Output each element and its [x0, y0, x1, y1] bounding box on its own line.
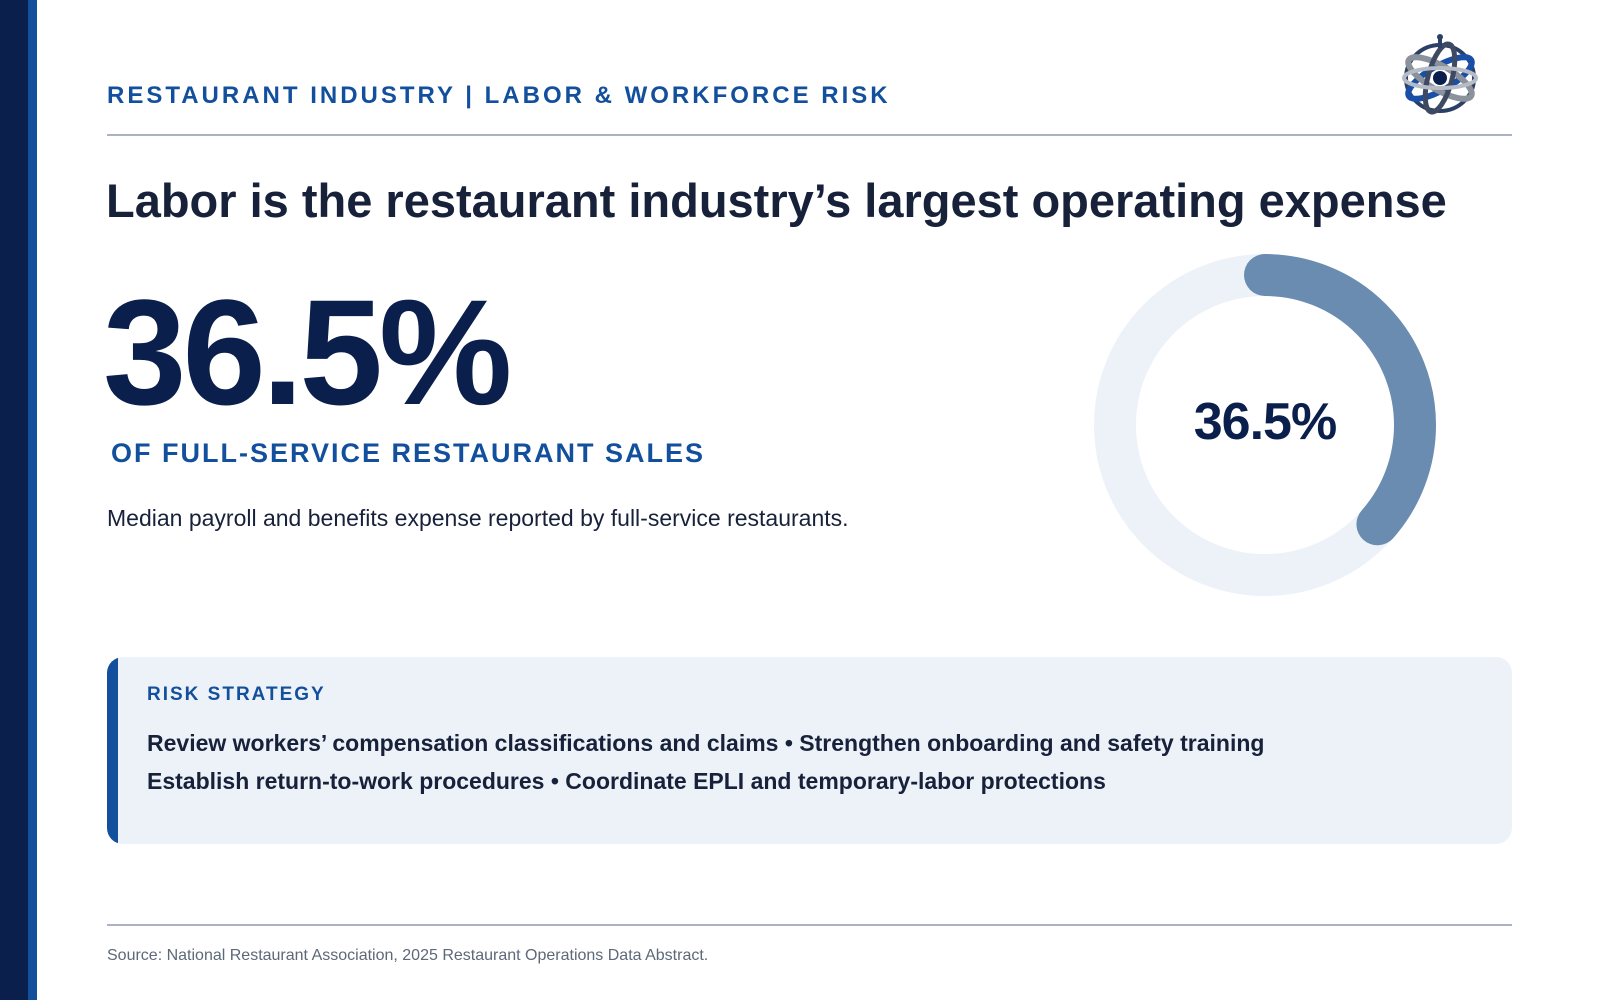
- page-title: Labor is the restaurant industry’s large…: [106, 174, 1447, 227]
- donut-value-label: 36.5%: [1193, 393, 1337, 451]
- source-citation: Source: National Restaurant Association,…: [107, 947, 709, 964]
- donut-chart: [1094, 254, 1436, 596]
- callout-accent-bar: [107, 657, 118, 844]
- stat-description: Median payroll and benefits expense repo…: [107, 505, 849, 531]
- footer-divider: [107, 924, 1512, 926]
- donut-arc: [1094, 254, 1436, 596]
- callout-title: RISK STRATEGY: [147, 684, 326, 705]
- risk-strategy-callout: RISK STRATEGY Review workers’ compensati…: [107, 657, 1512, 844]
- left-stripe-blue: [28, 0, 37, 1000]
- big-stat-label: OF FULL-SERVICE RESTAURANT SALES: [111, 438, 706, 468]
- section-eyebrow: RESTAURANT INDUSTRY | LABOR & WORKFORCE …: [107, 82, 891, 109]
- callout-line: Establish return-to-work procedures • Co…: [147, 768, 1106, 794]
- globe-orbit-logo-icon: [1402, 34, 1478, 115]
- callout-line: Review workers’ compensation classificat…: [147, 730, 1265, 756]
- header-divider: [107, 134, 1512, 136]
- big-stat-value: 36.5%: [103, 268, 512, 436]
- left-stripe-dark: [0, 0, 28, 1000]
